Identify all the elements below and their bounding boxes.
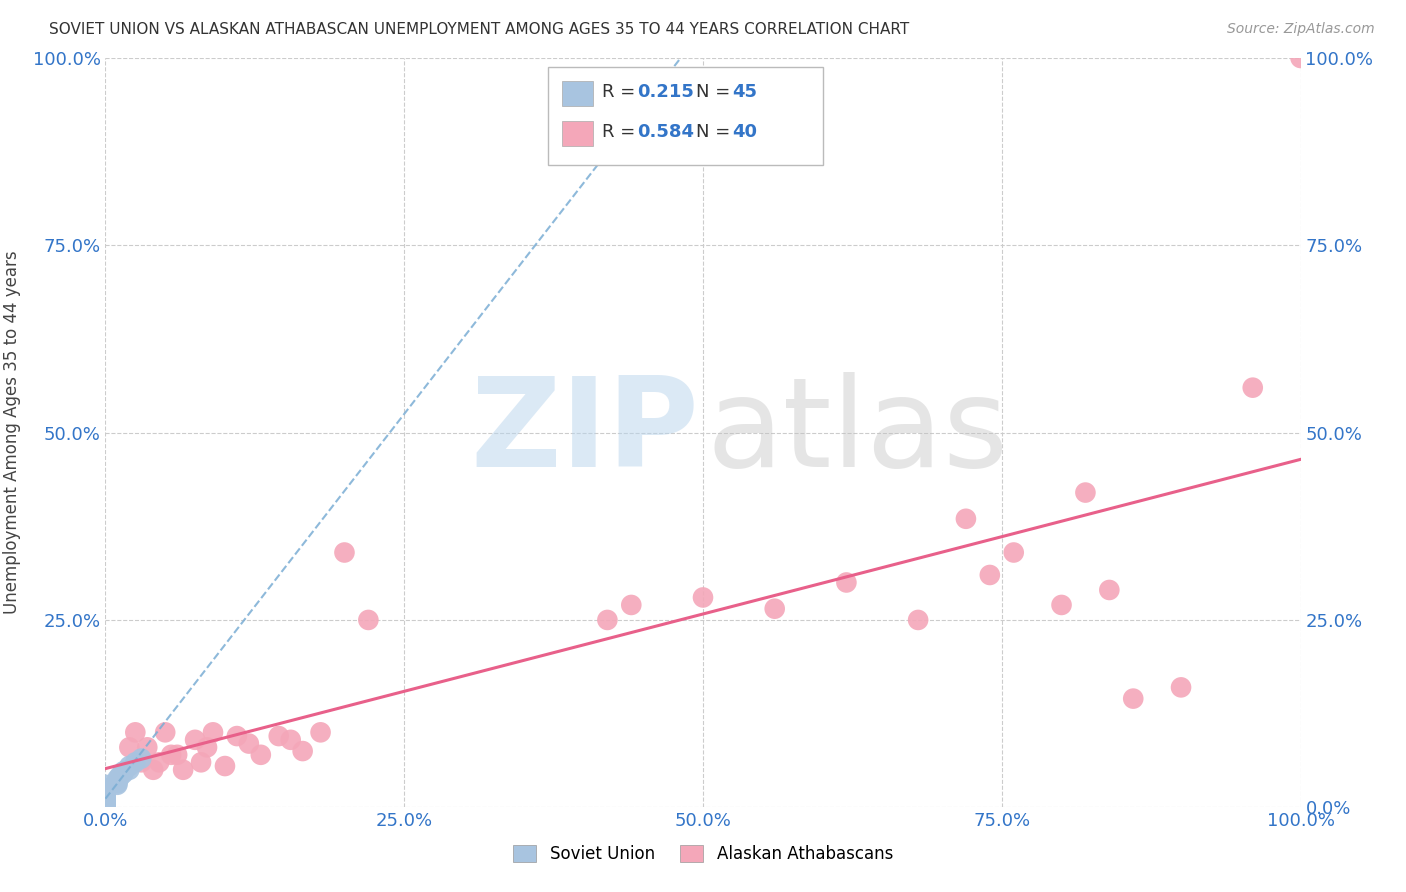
Point [94, 797, 117, 811]
Point [124, 756, 146, 770]
Point [1002, 545, 1025, 559]
Point [202, 725, 225, 739]
Point [1289, 51, 1312, 65]
Text: N =: N = [696, 123, 735, 141]
Point [763, 601, 786, 615]
Point [94, 795, 117, 809]
Point [108, 770, 131, 784]
Legend: Soviet Union, Alaskan Athabascans: Soviet Union, Alaskan Athabascans [506, 838, 900, 870]
Point [129, 756, 153, 770]
Point [94, 785, 117, 799]
Point [94, 789, 117, 803]
Point [94, 781, 117, 796]
Point [94, 778, 117, 792]
Text: 40: 40 [733, 123, 758, 141]
Point [94, 787, 117, 801]
Point [136, 740, 159, 755]
Point [166, 747, 188, 762]
Point [225, 729, 249, 743]
Point [94, 800, 117, 814]
Point [309, 725, 332, 739]
Point [94, 794, 117, 808]
Text: R =: R = [602, 83, 641, 101]
Text: N =: N = [696, 83, 735, 101]
Point [280, 732, 302, 747]
Point [112, 764, 135, 779]
Point [160, 747, 183, 762]
Point [835, 575, 858, 590]
Point [1122, 691, 1144, 706]
Point [94, 793, 117, 807]
Point [94, 781, 117, 796]
Point [94, 791, 117, 805]
Text: Source: ZipAtlas.com: Source: ZipAtlas.com [1227, 22, 1375, 37]
Text: atlas: atlas [707, 372, 1008, 493]
Point [238, 737, 260, 751]
Point [267, 729, 290, 743]
Point [1241, 381, 1264, 395]
Point [94, 793, 117, 807]
Point [108, 769, 131, 783]
Point [142, 763, 165, 777]
Point [107, 778, 129, 792]
Point [94, 793, 117, 807]
Y-axis label: Unemployment Among Ages 35 to 44 years: Unemployment Among Ages 35 to 44 years [3, 251, 21, 615]
Point [94, 789, 117, 803]
Point [907, 613, 929, 627]
Point [94, 789, 117, 803]
Point [94, 785, 117, 799]
Point [1170, 681, 1192, 695]
Point [184, 732, 207, 747]
Point [107, 774, 129, 789]
Point [94, 797, 117, 811]
Point [94, 800, 117, 814]
Point [94, 800, 117, 814]
Point [118, 763, 141, 777]
Point [94, 781, 117, 796]
Point [118, 759, 141, 773]
Point [596, 613, 619, 627]
Point [94, 785, 117, 799]
Point [94, 800, 117, 814]
Point [112, 766, 135, 780]
Point [94, 787, 117, 801]
Point [955, 512, 977, 526]
Point [129, 751, 153, 765]
Point [94, 800, 117, 814]
Point [190, 756, 212, 770]
Point [692, 591, 714, 605]
Text: 45: 45 [733, 83, 758, 101]
Point [107, 772, 129, 786]
Point [94, 793, 117, 807]
Point [94, 800, 117, 814]
Point [979, 568, 1001, 582]
Point [1050, 598, 1073, 612]
Point [1074, 485, 1097, 500]
Text: 0.215: 0.215 [637, 83, 693, 101]
Text: 0.584: 0.584 [637, 123, 695, 141]
Point [291, 744, 314, 758]
Point [333, 545, 356, 559]
Point [94, 784, 117, 798]
Point [94, 791, 117, 805]
Point [214, 759, 236, 773]
Point [94, 800, 117, 814]
Point [153, 725, 177, 739]
Point [620, 598, 643, 612]
Point [94, 795, 117, 809]
Point [357, 613, 380, 627]
Point [94, 800, 117, 814]
Point [94, 800, 117, 814]
Point [107, 776, 129, 790]
Text: R =: R = [602, 123, 641, 141]
Text: SOVIET UNION VS ALASKAN ATHABASCAN UNEMPLOYMENT AMONG AGES 35 TO 44 YEARS CORREL: SOVIET UNION VS ALASKAN ATHABASCAN UNEMP… [49, 22, 910, 37]
Point [1098, 582, 1121, 597]
Point [148, 756, 170, 770]
Text: ZIP: ZIP [471, 372, 699, 493]
Point [124, 725, 146, 739]
Point [172, 763, 194, 777]
Point [195, 740, 218, 755]
Point [250, 747, 273, 762]
Point [118, 740, 141, 755]
